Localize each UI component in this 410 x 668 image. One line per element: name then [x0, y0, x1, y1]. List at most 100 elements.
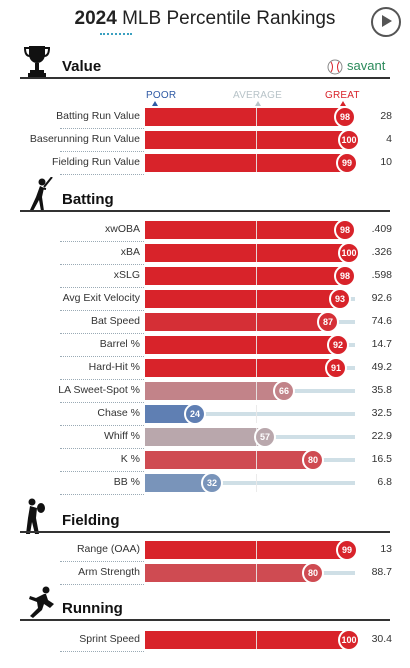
metric-label: Range (OAA) [76, 543, 140, 555]
title-underline [100, 33, 132, 35]
play-button[interactable] [371, 7, 401, 37]
percentile-bar [145, 313, 328, 331]
average-line [256, 631, 257, 649]
play-icon [382, 15, 392, 27]
runner-icon [24, 586, 58, 623]
baseball-icon [327, 59, 343, 75]
percentile-circle[interactable]: 100 [338, 629, 360, 651]
percentile-bar [145, 221, 345, 239]
percentile-circle[interactable]: 99 [336, 539, 358, 561]
metric-value: .598 [371, 269, 392, 281]
average-line [256, 267, 257, 285]
row-separator [60, 264, 144, 265]
percentile-circle[interactable]: 92 [327, 334, 349, 356]
savant-logo[interactable]: savant [327, 58, 391, 76]
average-line [256, 108, 257, 126]
percentile-bar [145, 631, 349, 649]
percentile-circle[interactable]: 66 [273, 380, 295, 402]
percentile-circle[interactable]: 32 [201, 472, 223, 494]
percentile-bar [145, 290, 340, 308]
row-separator [60, 471, 144, 472]
section-title-fielding: Fielding [62, 512, 120, 529]
section-title-batting: Batting [62, 191, 114, 208]
average-line [256, 359, 257, 377]
row-separator [60, 241, 144, 242]
percentile-circle[interactable]: 80 [302, 562, 324, 584]
average-line [256, 474, 257, 492]
row-separator [60, 425, 144, 426]
average-line [256, 221, 257, 239]
metric-value: 13 [380, 543, 392, 555]
scale-poor-label: POOR [146, 90, 177, 101]
percentile-bar [145, 359, 336, 377]
average-line [256, 564, 257, 582]
percentile-bar [145, 131, 349, 149]
row-separator [60, 287, 144, 288]
percentile-bar [145, 154, 347, 172]
percentile-bar [145, 382, 284, 400]
batter-icon [24, 176, 54, 218]
metric-value: 88.7 [371, 566, 392, 578]
percentile-bar [145, 564, 313, 582]
savant-brand-text: savant [347, 58, 386, 73]
runner-icon-graphic [29, 586, 54, 618]
average-line [256, 313, 257, 331]
row-separator [60, 310, 144, 311]
row-separator [60, 561, 144, 562]
row-separator [60, 174, 144, 175]
percentile-bar [145, 108, 345, 126]
batter-icon-graphic [30, 176, 53, 211]
fielder-icon [24, 498, 46, 541]
percentile-circle[interactable]: 80 [302, 449, 324, 471]
metric-value: 35.8 [371, 384, 392, 396]
percentile-circle[interactable]: 100 [338, 242, 360, 264]
metric-label: BB % [113, 476, 140, 488]
metric-value: .409 [371, 223, 392, 235]
metric-label: Avg Exit Velocity [62, 292, 140, 304]
percentile-bar [145, 474, 212, 492]
percentile-circle[interactable]: 93 [329, 288, 351, 310]
percentile-circle[interactable]: 100 [338, 129, 360, 151]
average-line [256, 336, 257, 354]
percentile-circle[interactable]: 91 [325, 357, 347, 379]
metric-label: Sprint Speed [79, 633, 140, 645]
percentile-bar [145, 336, 338, 354]
percentile-circle[interactable]: 98 [334, 106, 356, 128]
row-separator [60, 448, 144, 449]
percentile-circle[interactable]: 87 [317, 311, 339, 333]
metric-value: 30.4 [371, 633, 392, 645]
row-separator [60, 356, 144, 357]
average-line [256, 405, 257, 423]
scale-average-label: AVERAGE [233, 90, 283, 101]
percentile-circle[interactable]: 99 [336, 152, 358, 174]
section-divider-fielding [20, 531, 390, 533]
percentile-circle[interactable]: 98 [334, 219, 356, 241]
metric-label: K % [120, 453, 140, 465]
title-text: MLB Percentile Rankings [116, 8, 336, 29]
title-year: 2024 [74, 8, 117, 29]
percentile-circle[interactable]: 98 [334, 265, 356, 287]
section-divider-batting [20, 210, 390, 212]
percentile-circle[interactable]: 57 [254, 426, 276, 448]
average-line [256, 451, 257, 469]
average-line [256, 244, 257, 262]
metric-label: Fielding Run Value [52, 156, 140, 168]
average-line [256, 382, 257, 400]
metric-value: .326 [371, 246, 392, 258]
metric-value: 49.2 [371, 361, 392, 373]
percentile-bar [145, 451, 313, 469]
metric-label: Chase % [97, 407, 140, 419]
trophy-icon [23, 44, 51, 83]
metric-label: Bat Speed [90, 315, 140, 327]
metric-label: Arm Strength [78, 566, 140, 578]
scale-great-label: GREAT [325, 90, 360, 101]
row-separator [60, 151, 144, 152]
percentile-bar [145, 428, 265, 446]
fielder-icon-graphic [26, 498, 45, 534]
percentile-circle[interactable]: 24 [184, 403, 206, 425]
average-line [256, 131, 257, 149]
metric-value: 6.8 [377, 476, 392, 488]
metric-label: Barrel % [99, 338, 140, 350]
metric-value: 74.6 [371, 315, 392, 327]
section-divider-running [20, 619, 390, 621]
